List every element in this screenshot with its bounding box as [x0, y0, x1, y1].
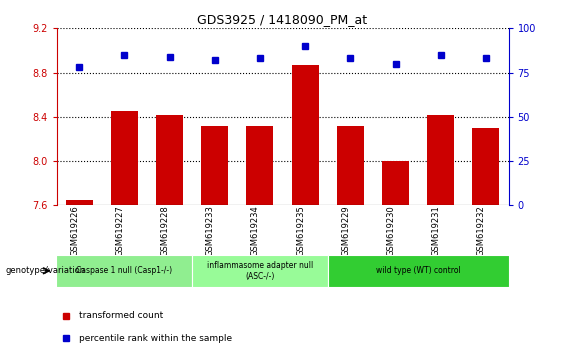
Text: Caspase 1 null (Casp1-/-): Caspase 1 null (Casp1-/-) [76, 266, 172, 275]
Bar [427, 115, 454, 205]
FancyBboxPatch shape [56, 255, 192, 287]
Bar [246, 126, 273, 205]
Text: GSM619228: GSM619228 [160, 205, 170, 256]
Text: inflammasome adapter null
(ASC-/-): inflammasome adapter null (ASC-/-) [207, 261, 313, 280]
Text: GSM619229: GSM619229 [341, 205, 350, 256]
Text: GSM619232: GSM619232 [477, 205, 486, 256]
FancyBboxPatch shape [192, 255, 328, 287]
Title: GDS3925 / 1418090_PM_at: GDS3925 / 1418090_PM_at [197, 13, 368, 26]
Text: percentile rank within the sample: percentile rank within the sample [79, 333, 232, 343]
Bar [66, 200, 93, 205]
Text: GSM619231: GSM619231 [432, 205, 441, 256]
Text: GSM619227: GSM619227 [115, 205, 124, 256]
Text: GSM619234: GSM619234 [251, 205, 260, 256]
Bar [201, 126, 228, 205]
Text: GSM619235: GSM619235 [296, 205, 305, 256]
Bar [337, 126, 364, 205]
Bar [292, 65, 319, 205]
Bar [472, 128, 499, 205]
Text: genotype/variation: genotype/variation [6, 266, 86, 275]
FancyBboxPatch shape [328, 255, 508, 287]
Bar [382, 161, 409, 205]
Bar [111, 111, 138, 205]
Bar [156, 115, 183, 205]
Text: wild type (WT) control: wild type (WT) control [376, 266, 460, 275]
Text: GSM619226: GSM619226 [70, 205, 79, 256]
Text: GSM619230: GSM619230 [386, 205, 396, 256]
Text: transformed count: transformed count [79, 311, 163, 320]
Text: GSM619233: GSM619233 [206, 205, 215, 256]
